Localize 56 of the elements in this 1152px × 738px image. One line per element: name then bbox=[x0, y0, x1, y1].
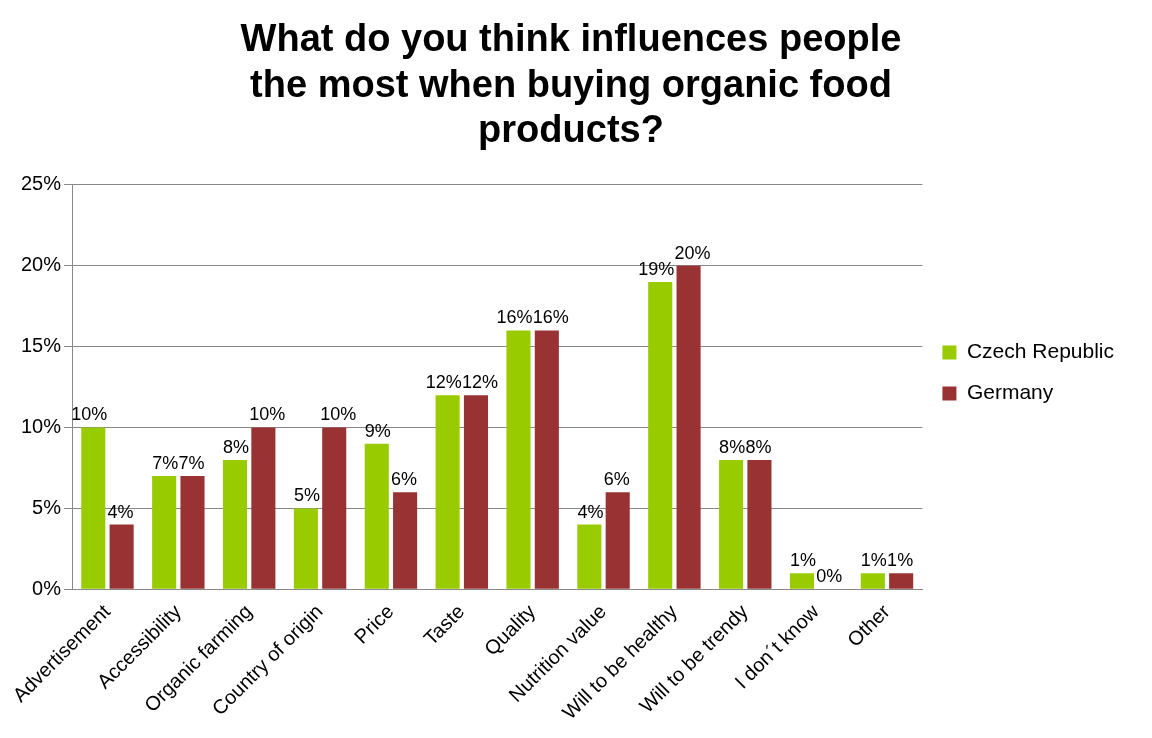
data-label: 10% bbox=[71, 404, 108, 425]
y-tick-label: 15% bbox=[21, 334, 62, 357]
bar bbox=[180, 476, 205, 589]
legend-label: Germany bbox=[966, 380, 1054, 404]
y-tick-label: 20% bbox=[21, 253, 62, 276]
bar bbox=[222, 459, 248, 589]
data-label: 6% bbox=[391, 469, 418, 490]
data-label: 1% bbox=[860, 550, 887, 571]
bar bbox=[648, 281, 673, 589]
bar bbox=[109, 524, 134, 589]
data-label: 12% bbox=[461, 372, 498, 393]
data-label: 8% bbox=[719, 436, 746, 457]
bar bbox=[860, 573, 885, 589]
bar bbox=[605, 492, 630, 589]
y-tick-label: 10% bbox=[21, 415, 62, 438]
data-label: 10% bbox=[320, 404, 357, 425]
data-label: 4% bbox=[107, 501, 134, 522]
data-label: 7% bbox=[178, 453, 205, 474]
chart-title: What do you think influences people the most when buying organic food products? bbox=[240, 17, 902, 151]
data-label: 20% bbox=[674, 242, 711, 263]
bar bbox=[789, 573, 814, 589]
bar bbox=[435, 395, 460, 589]
y-tick-label: 0% bbox=[32, 576, 62, 599]
data-label: 12% bbox=[425, 372, 462, 393]
bar bbox=[747, 459, 772, 589]
data-label: 10% bbox=[249, 404, 286, 425]
bar bbox=[577, 524, 602, 589]
bar bbox=[719, 459, 744, 589]
bar bbox=[463, 395, 489, 589]
bar bbox=[889, 573, 914, 589]
data-label: 8% bbox=[745, 436, 772, 457]
data-label: 16% bbox=[532, 307, 569, 328]
bar bbox=[393, 492, 418, 589]
bar bbox=[293, 508, 318, 589]
data-label: 7% bbox=[152, 453, 179, 474]
data-label: 9% bbox=[364, 420, 391, 441]
bar bbox=[534, 330, 559, 589]
data-label: 1% bbox=[887, 550, 914, 571]
bar bbox=[81, 427, 106, 589]
bar bbox=[676, 265, 701, 589]
data-label: 16% bbox=[496, 307, 533, 328]
bar bbox=[364, 443, 389, 589]
data-label: 8% bbox=[223, 436, 250, 457]
data-label: 0% bbox=[816, 566, 843, 587]
bar bbox=[322, 427, 347, 589]
bar bbox=[152, 476, 177, 589]
data-label: 5% bbox=[293, 485, 320, 506]
legend-label: Czech Republic bbox=[966, 339, 1115, 363]
data-label: 1% bbox=[789, 550, 816, 571]
y-tick-label: 25% bbox=[21, 172, 62, 195]
y-tick-label: 5% bbox=[32, 495, 62, 518]
data-label: 19% bbox=[638, 258, 675, 279]
data-label: 6% bbox=[603, 469, 630, 490]
bar bbox=[506, 330, 531, 589]
bar bbox=[251, 427, 276, 589]
data-label: 4% bbox=[577, 501, 604, 522]
